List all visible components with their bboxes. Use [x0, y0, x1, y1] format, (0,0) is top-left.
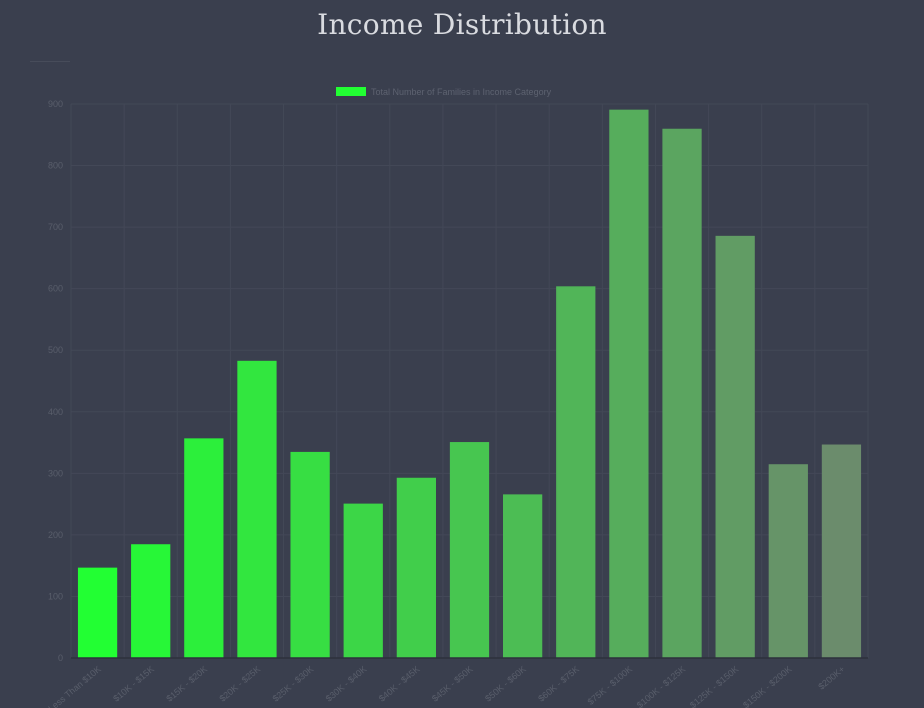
- y-tick-label: 800: [48, 161, 63, 171]
- x-tick-label: $75K - $100K: [586, 664, 635, 707]
- bar-1: [77, 567, 118, 659]
- x-tick-label: $45K - $50K: [430, 664, 475, 704]
- bar-15: [821, 444, 862, 659]
- x-tick-label: $125K - $150K: [688, 664, 740, 708]
- bar-7: [396, 477, 436, 659]
- x-tick-label: $25K - $30K: [271, 664, 316, 704]
- x-tick-label: $200K+: [816, 664, 846, 692]
- bar-13: [715, 235, 755, 659]
- legend-swatch: [336, 87, 366, 96]
- x-tick-label: $15K - $20K: [164, 664, 209, 704]
- bar-4: [237, 360, 277, 659]
- bar-5: [290, 451, 330, 659]
- x-tick-label: $30K - $40K: [324, 664, 369, 704]
- x-tick-label: Less Than $10K: [46, 664, 103, 708]
- bar-3: [184, 438, 224, 659]
- bar-12: [662, 128, 702, 659]
- x-tick-label: $50K - $60K: [483, 664, 528, 704]
- y-tick-label: 0: [58, 653, 63, 663]
- x-tick-label: $10K - $15K: [111, 664, 156, 704]
- y-tick-label: 100: [48, 591, 63, 601]
- x-tick-label: $150K - $200K: [741, 664, 793, 708]
- bar-10: [556, 286, 596, 659]
- y-tick-label: 700: [48, 222, 63, 232]
- bar-8: [449, 442, 490, 659]
- x-tick-label: $40K - $45K: [377, 664, 422, 704]
- y-tick-label: 900: [48, 99, 63, 109]
- x-tick-label: $60K - $75K: [536, 664, 581, 704]
- x-tick-label: $20K - $25K: [217, 664, 262, 704]
- bar-6: [343, 503, 383, 659]
- legend-label: Total Number of Families in Income Categ…: [371, 87, 552, 97]
- bar-11: [609, 109, 649, 659]
- y-tick-label: 200: [48, 530, 63, 540]
- bar-9: [503, 494, 543, 659]
- bar-14: [768, 464, 808, 659]
- bar-2: [131, 544, 171, 659]
- y-tick-label: 400: [48, 407, 63, 417]
- y-tick-label: 600: [48, 284, 63, 294]
- page-title: Income Distribution: [317, 8, 607, 41]
- x-tick-label: $100K - $125K: [635, 664, 687, 708]
- y-tick-label: 500: [48, 345, 63, 355]
- y-tick-label: 300: [48, 468, 63, 478]
- divider: [30, 61, 70, 62]
